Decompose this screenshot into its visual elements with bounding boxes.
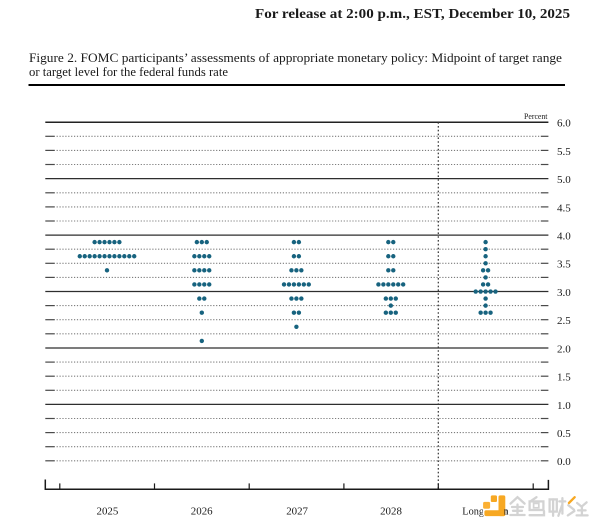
svg-text:2.0: 2.0	[557, 344, 571, 355]
svg-text:1.0: 1.0	[557, 401, 571, 412]
svg-text:3.5: 3.5	[557, 260, 571, 271]
svg-text:or target level for the federa: or target level for the federal funds ra…	[29, 64, 228, 79]
svg-text:n: n	[504, 505, 509, 517]
svg-text:2026: 2026	[191, 505, 213, 517]
svg-text:3.0: 3.0	[557, 288, 571, 299]
svg-text:4.5: 4.5	[557, 203, 571, 214]
svg-text:1.5: 1.5	[557, 373, 571, 384]
svg-text:0.5: 0.5	[557, 429, 571, 440]
svg-text:2028: 2028	[380, 505, 402, 517]
svg-text:For release at 2:00 p.m., EST,: For release at 2:00 p.m., EST, December …	[255, 6, 570, 21]
svg-text:0.0: 0.0	[557, 457, 571, 468]
svg-text:2027: 2027	[286, 505, 308, 517]
svg-text:5.0: 5.0	[557, 175, 571, 186]
svg-text:6.0: 6.0	[557, 119, 571, 130]
svg-text:2.5: 2.5	[557, 316, 571, 327]
svg-text:Percent: Percent	[524, 111, 548, 121]
svg-text:5.5: 5.5	[557, 147, 571, 158]
svg-text:2025: 2025	[97, 505, 119, 517]
svg-text:4.0: 4.0	[557, 232, 571, 243]
svg-text:Figure 2. FOMC participants’ a: Figure 2. FOMC participants’ assessments…	[29, 50, 562, 65]
